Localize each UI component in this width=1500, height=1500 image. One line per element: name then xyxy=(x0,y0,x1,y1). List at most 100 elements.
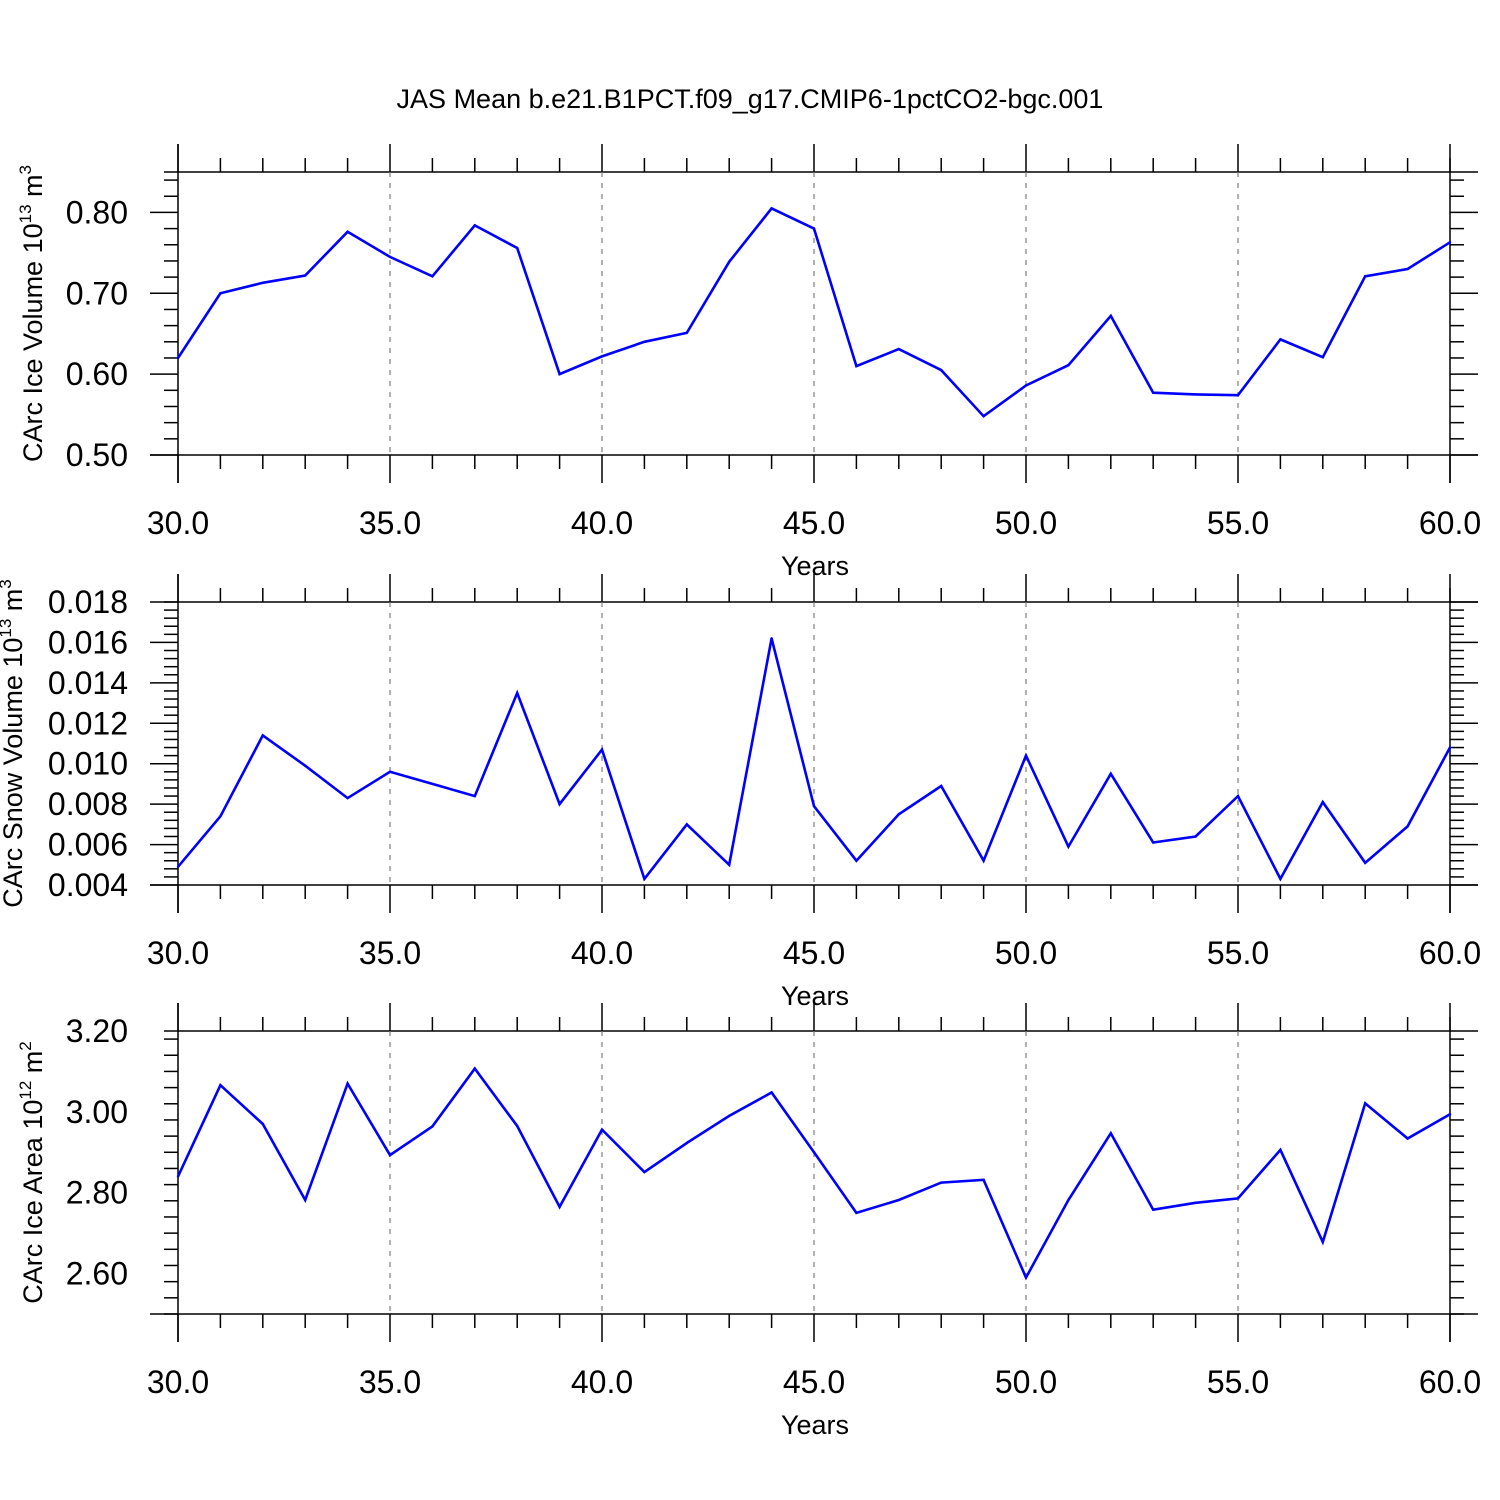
x-tick-label: 35.0 xyxy=(359,505,421,541)
data-point xyxy=(770,637,773,640)
data-point xyxy=(1194,1201,1197,1205)
y-axis-label: CArc Ice Area 1012 m2 xyxy=(16,1041,48,1304)
data-point xyxy=(812,227,816,230)
data-point xyxy=(176,865,180,869)
x-tick-label: 40.0 xyxy=(571,935,633,971)
data-point xyxy=(388,770,392,773)
data-point xyxy=(431,275,434,278)
data-point xyxy=(1067,364,1070,367)
data-point xyxy=(219,815,222,818)
data-point xyxy=(1364,1102,1367,1105)
data-point xyxy=(1152,841,1155,844)
x-tick-label: 50.0 xyxy=(995,1364,1057,1400)
x-tick-label: 55.0 xyxy=(1207,935,1269,971)
data-point xyxy=(388,1153,392,1157)
data-point xyxy=(261,281,264,284)
data-point xyxy=(685,1141,688,1145)
data-point xyxy=(1321,1240,1325,1244)
data-point xyxy=(516,691,519,695)
data-point xyxy=(1279,338,1282,341)
data-point xyxy=(643,877,646,881)
data-point xyxy=(897,347,900,351)
data-point xyxy=(558,1205,561,1209)
y-tick-label: 0.004 xyxy=(48,867,128,903)
data-point xyxy=(304,274,307,277)
x-tick-label: 45.0 xyxy=(783,1364,845,1400)
data-point xyxy=(940,784,943,788)
data-point xyxy=(600,1128,604,1131)
y-tick-label: 0.006 xyxy=(48,827,128,863)
data-point xyxy=(1067,845,1070,848)
data-point xyxy=(304,1198,307,1202)
data-point xyxy=(897,813,900,816)
data-point xyxy=(346,230,349,234)
data-point xyxy=(685,823,688,826)
data-point xyxy=(1321,800,1325,804)
data-point xyxy=(1279,877,1282,881)
x-tick-label: 50.0 xyxy=(995,505,1057,541)
data-point xyxy=(473,1067,476,1070)
y-tick-label: 2.60 xyxy=(66,1256,128,1292)
data-point xyxy=(685,331,688,335)
x-tick-label: 60.0 xyxy=(1419,1364,1481,1400)
data-point xyxy=(473,224,476,227)
data-point xyxy=(261,1122,264,1126)
data-point xyxy=(1279,1148,1282,1152)
data-point xyxy=(812,1151,816,1154)
x-tick-label: 55.0 xyxy=(1207,1364,1269,1400)
y-tick-label: 0.014 xyxy=(48,665,128,701)
y-tick-label: 0.012 xyxy=(48,705,128,741)
y-tick-label: 0.50 xyxy=(66,437,128,473)
data-point xyxy=(940,368,943,372)
data-point xyxy=(304,764,307,767)
x-axis-label: Years xyxy=(781,1410,849,1440)
data-point xyxy=(346,1082,349,1085)
data-point xyxy=(1364,861,1367,864)
data-point xyxy=(176,356,180,360)
x-tick-label: 40.0 xyxy=(571,1364,633,1400)
panel-ice-area: 30.0 35.0 40.0 45.0 50.0 55.0 60.0 2.60 2.80 3.00… xyxy=(16,1003,1481,1440)
y-tick-label: 0.008 xyxy=(48,786,128,822)
y-tick-label: 0.80 xyxy=(66,194,128,230)
panel-snow-volume: 30.0 35.0 40.0 45.0 50.0 55.0 60.0 0.004 0.006 0.… xyxy=(0,574,1481,1011)
data-point xyxy=(1448,1113,1452,1116)
data-point xyxy=(643,1170,646,1174)
data-point xyxy=(1194,835,1197,838)
data-point xyxy=(1109,1132,1113,1135)
data-point xyxy=(812,804,816,808)
x-tick-label: 45.0 xyxy=(783,505,845,541)
data-point xyxy=(982,859,985,862)
data-point xyxy=(346,796,349,800)
data-point xyxy=(1364,275,1367,278)
x-tick-label: 30.0 xyxy=(147,935,209,971)
data-point xyxy=(516,1124,519,1128)
data-point xyxy=(1152,391,1155,394)
data-point xyxy=(516,246,519,250)
data-point xyxy=(1236,393,1240,397)
x-tick-label: 45.0 xyxy=(783,935,845,971)
data-point xyxy=(1194,393,1197,396)
data-point xyxy=(855,364,858,368)
x-axis-label: Years xyxy=(781,551,849,581)
data-point xyxy=(897,1198,900,1202)
y-tick-label: 0.60 xyxy=(66,356,128,392)
x-tick-label: 60.0 xyxy=(1419,935,1481,971)
panel-ice-volume: 30.0 35.0 40.0 45.0 50.0 55.0 60.0 0.50 0.60 0.70… xyxy=(16,144,1481,581)
data-point xyxy=(728,863,731,866)
figure-title: JAS Mean b.e21.B1PCT.f09_g17.CMIP6-1pctC… xyxy=(397,84,1104,114)
y-tick-label: 0.018 xyxy=(48,584,128,620)
data-point xyxy=(600,355,604,358)
data-point xyxy=(1024,754,1028,757)
x-tick-label: 50.0 xyxy=(995,935,1057,971)
data-point xyxy=(1321,355,1325,359)
y-tick-label: 2.80 xyxy=(66,1175,128,1211)
y-tick-label: 0.010 xyxy=(48,746,128,782)
data-point xyxy=(855,859,858,862)
x-axis-label: Years xyxy=(781,981,849,1011)
data-point xyxy=(728,1114,731,1118)
data-point xyxy=(176,1175,180,1178)
data-point xyxy=(855,1211,858,1215)
data-point xyxy=(219,292,222,295)
x-tick-label: 55.0 xyxy=(1207,505,1269,541)
y-axis-label: CArc Ice Volume 1013 m3 xyxy=(16,165,48,462)
